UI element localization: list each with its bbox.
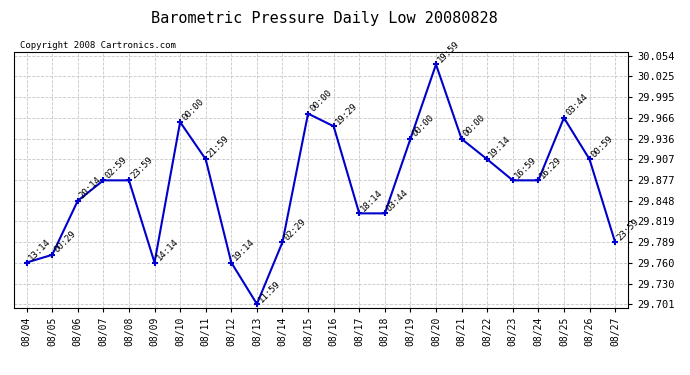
Text: 02:29: 02:29 bbox=[282, 217, 308, 242]
Text: 18:14: 18:14 bbox=[359, 188, 384, 213]
Text: 03:44: 03:44 bbox=[564, 93, 589, 118]
Text: 11:59: 11:59 bbox=[257, 279, 282, 304]
Text: 23:59: 23:59 bbox=[615, 217, 640, 242]
Text: 16:59: 16:59 bbox=[513, 155, 538, 180]
Text: 13:14: 13:14 bbox=[27, 237, 52, 262]
Text: 14:14: 14:14 bbox=[155, 237, 180, 262]
Text: Copyright 2008 Cartronics.com: Copyright 2008 Cartronics.com bbox=[20, 41, 176, 50]
Text: 02:59: 02:59 bbox=[104, 155, 129, 180]
Text: 20:14: 20:14 bbox=[78, 176, 103, 201]
Text: 19:14: 19:14 bbox=[487, 134, 513, 159]
Text: 00:00: 00:00 bbox=[462, 114, 487, 139]
Text: 00:00: 00:00 bbox=[411, 114, 436, 139]
Text: 03:44: 03:44 bbox=[385, 188, 410, 213]
Text: 00:29: 00:29 bbox=[52, 230, 77, 255]
Text: 19:14: 19:14 bbox=[231, 237, 257, 262]
Text: 19:29: 19:29 bbox=[334, 101, 359, 126]
Text: 16:29: 16:29 bbox=[538, 155, 564, 180]
Text: 19:59: 19:59 bbox=[436, 39, 462, 64]
Text: 00:59: 00:59 bbox=[589, 134, 615, 159]
Text: 21:59: 21:59 bbox=[206, 134, 231, 159]
Text: Barometric Pressure Daily Low 20080828: Barometric Pressure Daily Low 20080828 bbox=[151, 11, 497, 26]
Text: 23:59: 23:59 bbox=[129, 155, 155, 180]
Text: 00:00: 00:00 bbox=[180, 97, 206, 122]
Text: 00:00: 00:00 bbox=[308, 88, 333, 114]
